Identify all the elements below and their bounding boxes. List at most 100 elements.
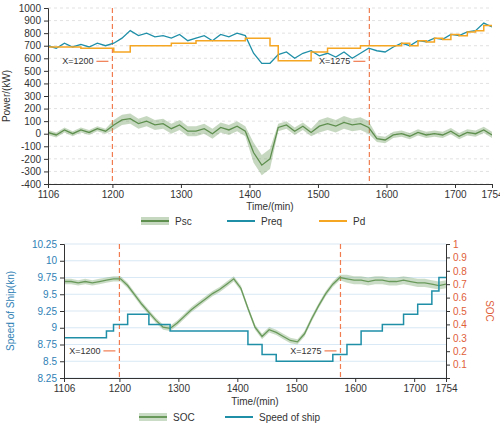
tick: 0.7 [446,279,467,290]
tick-label: 1754 [435,383,458,394]
axis-line [60,245,65,379]
tick-mark [60,345,64,346]
tick-mark [318,184,319,188]
tick: 0.5 [446,306,467,317]
tick: 10 [46,255,64,266]
tick-label: 0.5 [453,306,467,317]
tick-mark [44,58,48,59]
grid [64,244,446,378]
tick: 0.2 [446,346,467,357]
grid-line [48,58,492,59]
annotation-line [119,244,120,378]
axis-line [447,245,451,379]
annotation-line [112,8,113,184]
tick-label: 1300 [170,189,193,200]
tick-label: 10.25 [32,239,57,250]
tick-mark [355,378,356,382]
y-axis-title: Power/(kW) [1,70,12,122]
tick: 8.75 [38,339,64,350]
grid-line [48,83,492,84]
tick: 0.8 [446,266,467,277]
tick-mark [44,121,48,122]
legend-item: SOC [139,412,195,423]
tick-mark [446,257,450,258]
tick-mark [60,244,64,245]
tick: 1000 [19,3,48,14]
tick-label: 1106 [38,189,60,200]
legend-line [225,416,253,418]
tick-label: -400 [21,179,41,190]
legend-label: Speed of ship [259,412,321,423]
tick-label: 8.25 [38,373,58,384]
axis-line [65,379,447,383]
annotation-tick [96,61,108,62]
tick-mark [44,33,48,34]
tick-mark [446,351,450,352]
tick-label: 0.9 [453,252,467,263]
tick-mark [119,378,120,382]
tick-mark [446,298,450,299]
tick-mark [446,244,450,245]
axis-line [49,185,493,189]
x-axis: 11061200130014001500160017001754 [54,378,458,394]
tick-mark [455,184,456,188]
annotation-label: X=1200 [69,346,100,356]
tick-mark [446,311,450,312]
tick: 100 [24,116,48,127]
x-axis-title: Time/(min) [231,396,278,407]
tick: 9.5 [43,289,64,300]
tick: 0 [35,128,48,139]
tick-label: 0.2 [453,346,467,357]
tick-mark [60,294,64,295]
legend: SOC Speed of ship [139,412,321,423]
tick-label: 1700 [404,383,427,394]
tick-label: 1000 [19,3,42,14]
tick-label: 1400 [239,189,262,200]
tick: 8.5 [43,356,64,367]
tick: -400 [21,179,48,190]
tick: 1106 [38,184,60,200]
tick-label: 100 [24,116,41,127]
tick: 500 [24,66,48,77]
tick-mark [44,71,48,72]
tick: 1106 [54,378,76,394]
annotation-label: X=1200 [62,56,93,66]
tick-mark [181,184,182,188]
tick: 9 [51,322,64,333]
tick-mark [44,83,48,84]
tick-mark [44,134,48,135]
tick-label: 9.25 [38,306,58,317]
tick-mark [237,378,238,382]
tick-mark [44,184,48,185]
grid-line [64,311,446,312]
tick-label: 1200 [102,189,125,200]
tick-label: 9 [51,322,57,333]
tick: 1600 [345,378,368,394]
tick-label: 1600 [345,383,368,394]
tick-label: 1754 [481,189,500,200]
tick-mark [414,378,415,382]
tick-label: 1 [453,239,459,250]
tick: 200 [24,103,48,114]
tick-mark [446,324,450,325]
annotation-label: X=1275 [290,346,321,356]
grid-line [64,361,446,362]
tick: 400 [24,78,48,89]
chart: X=1200X=12751106120013001400150016001700… [5,239,495,423]
tick-label: 400 [24,78,41,89]
tick: 8.25 [38,373,64,384]
tick: 1754 [481,184,500,200]
tick: -100 [21,141,48,152]
tick: 0.4 [446,319,467,330]
grid [48,8,492,184]
x-axis: 11061200130014001500160017001754 [38,184,500,200]
plot-area [48,8,492,184]
tick: 0.3 [446,333,467,344]
tick-label: 8.75 [38,339,58,350]
tick-label: 1400 [227,383,250,394]
grid-line [48,33,492,34]
y-axis: -400-300-200-100010020030040050060070080… [19,3,49,190]
tick-mark [60,378,64,379]
tick: 1600 [376,184,399,200]
tick: 1 [446,239,459,250]
